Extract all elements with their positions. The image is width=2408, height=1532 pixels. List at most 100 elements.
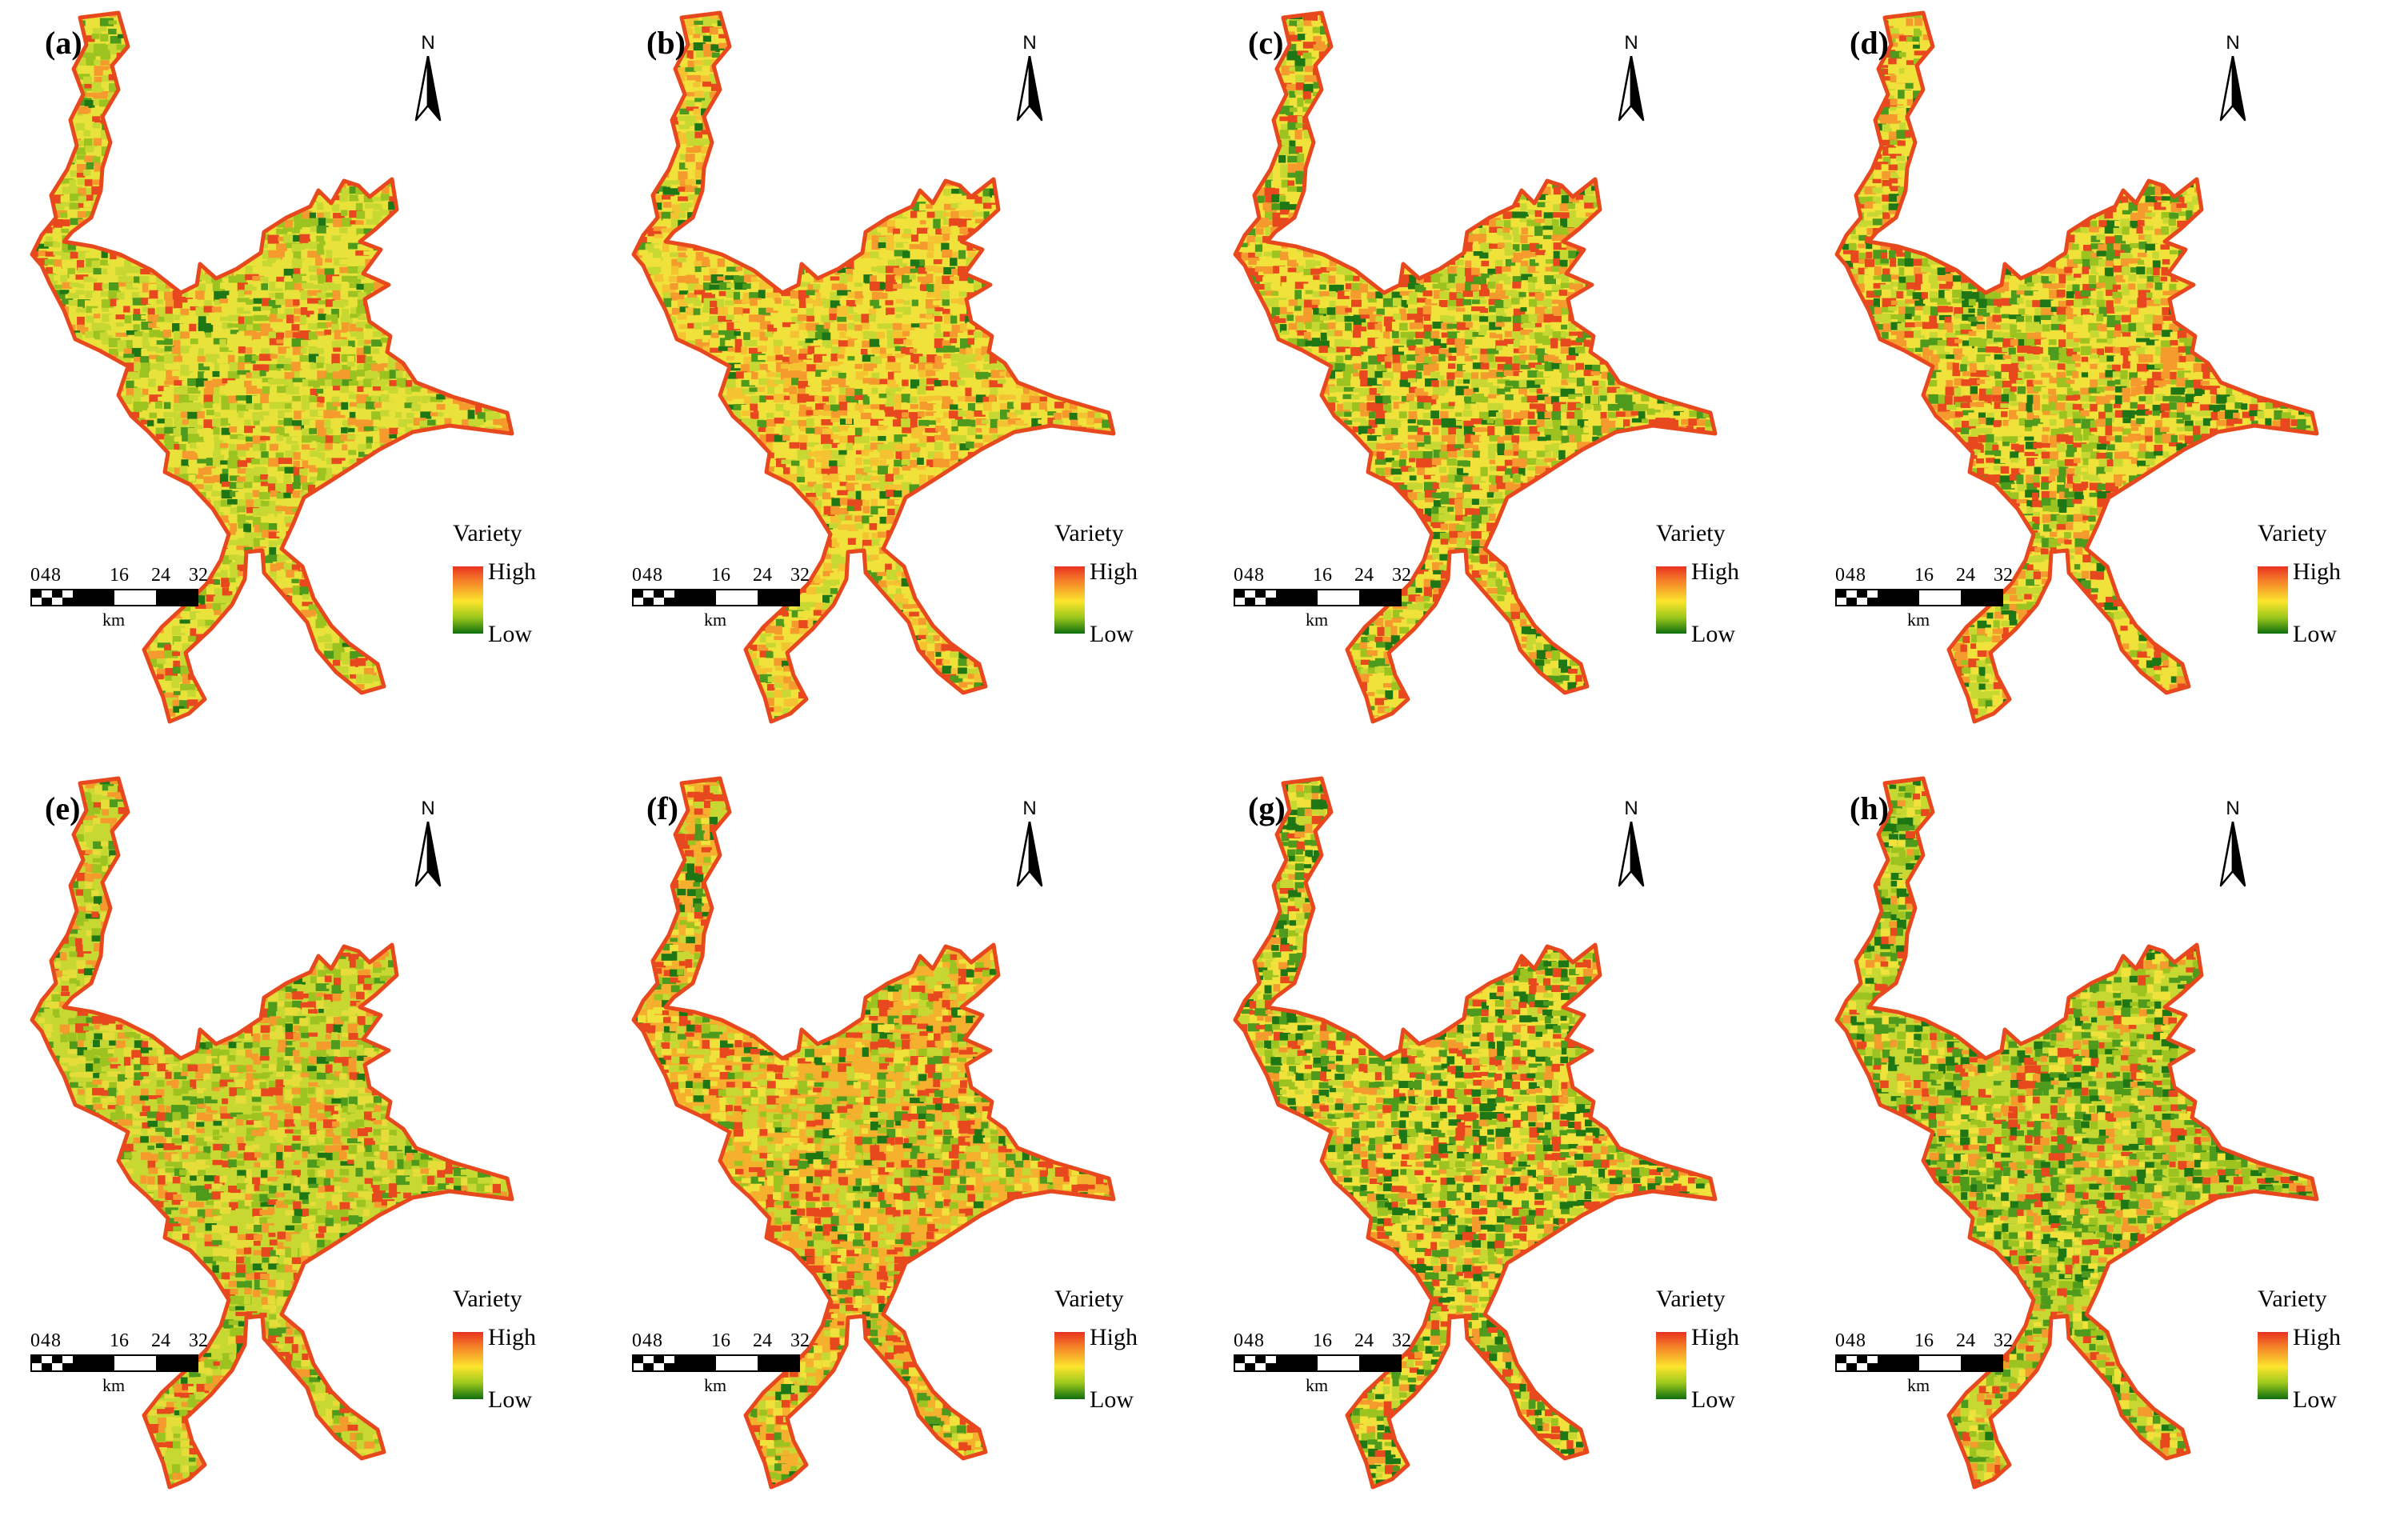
scale-bar: 0 4 8 16 24 32 km bbox=[30, 565, 208, 634]
scale-tick-label: 24 bbox=[1354, 1330, 1374, 1352]
legend-low-label: Low bbox=[1691, 1386, 1735, 1414]
scale-tick-label: 0 bbox=[1835, 1330, 1845, 1352]
legend-low-label: Low bbox=[2293, 1386, 2337, 1414]
legend-title: Variety bbox=[2258, 520, 2327, 547]
legend-low-label: Low bbox=[1090, 1386, 1134, 1414]
north-arrow-icon bbox=[1618, 56, 1645, 122]
scale-tick-label: 0 bbox=[632, 565, 642, 586]
north-arrow: N bbox=[2214, 34, 2251, 123]
scale-bar-graphic bbox=[1234, 1354, 1402, 1372]
scale-tick-label: 32 bbox=[1392, 565, 1411, 586]
scale-tick-label: 4 bbox=[1244, 1330, 1254, 1352]
legend-color-ramp bbox=[2258, 566, 2288, 634]
lake-outline bbox=[1233, 776, 1718, 1490]
north-arrow-icon bbox=[1016, 822, 1043, 887]
scale-unit: km bbox=[1907, 1375, 1930, 1396]
north-letter: N bbox=[1613, 799, 1650, 818]
scale-tick-label: 8 bbox=[1254, 1330, 1264, 1352]
scale-tick-label: 16 bbox=[711, 1330, 730, 1352]
lake-outline bbox=[631, 776, 1116, 1490]
scale-tick-label: 8 bbox=[51, 1330, 61, 1352]
north-letter: N bbox=[410, 34, 446, 53]
legend-high-label: High bbox=[2293, 1324, 2341, 1351]
north-arrow-icon bbox=[1618, 822, 1645, 887]
north-arrow: N bbox=[2214, 799, 2251, 889]
legend-title: Variety bbox=[453, 1286, 522, 1313]
scale-tick-label: 24 bbox=[1956, 1330, 1975, 1352]
scale-tick-label: 24 bbox=[151, 565, 170, 586]
scale-tick-label: 32 bbox=[1392, 1330, 1411, 1352]
scale-bar-graphic bbox=[632, 1354, 800, 1372]
variety-map bbox=[1834, 776, 2319, 1490]
legend-title: Variety bbox=[453, 520, 522, 547]
scale-tick-label: 16 bbox=[1313, 565, 1332, 586]
scale-bar: 0 4 8 16 24 32 km bbox=[30, 1330, 208, 1399]
north-letter: N bbox=[1613, 34, 1650, 53]
legend-color-ramp bbox=[1656, 566, 1686, 634]
scale-bar: 0 4 8 16 24 32 km bbox=[632, 565, 810, 634]
map-panel-e: (e) N 0 4 8 16 24 32 km Variety Hi bbox=[0, 766, 602, 1531]
scale-bar-graphic bbox=[30, 589, 198, 606]
legend-low-label: Low bbox=[2293, 621, 2337, 648]
scale-tick-label: 4 bbox=[41, 565, 50, 586]
legend-color-ramp bbox=[453, 1332, 483, 1399]
legend-low-label: Low bbox=[488, 621, 532, 648]
panel-label: (a) bbox=[45, 24, 82, 62]
scale-tick-label: 0 bbox=[1835, 565, 1845, 586]
panel-label: (g) bbox=[1248, 790, 1286, 827]
legend: Variety High Low bbox=[2226, 1286, 2378, 1446]
scale-unit: km bbox=[102, 610, 125, 630]
legend-low-label: Low bbox=[1090, 621, 1134, 648]
lake-outline bbox=[1834, 10, 2319, 724]
map-panel-a: (a) N 0 4 8 16 24 32 km Variety Hi bbox=[0, 0, 602, 766]
panel-label: (d) bbox=[1850, 24, 1889, 62]
scale-tick-label: 4 bbox=[1846, 565, 1855, 586]
scale-tick-label: 16 bbox=[110, 565, 129, 586]
north-arrow-icon bbox=[2219, 822, 2246, 887]
scale-bar: 0 4 8 16 24 32 km bbox=[1835, 1330, 2013, 1399]
legend-color-ramp bbox=[1656, 1332, 1686, 1399]
scale-tick-label: 32 bbox=[790, 1330, 810, 1352]
scale-tick-label: 24 bbox=[1956, 565, 1975, 586]
north-letter: N bbox=[410, 799, 446, 818]
scale-bar: 0 4 8 16 24 32 km bbox=[1234, 565, 1411, 634]
scale-tick-label: 0 bbox=[30, 565, 40, 586]
legend-high-label: High bbox=[1090, 558, 1138, 586]
legend-title: Variety bbox=[1656, 1286, 1726, 1313]
north-arrow: N bbox=[1011, 34, 1048, 123]
scale-tick-label: 24 bbox=[1354, 565, 1374, 586]
variety-map bbox=[1233, 776, 1718, 1490]
scale-bar-graphic bbox=[632, 589, 800, 606]
north-letter: N bbox=[2214, 34, 2251, 53]
legend: Variety High Low bbox=[1022, 520, 1174, 680]
legend-high-label: High bbox=[488, 1324, 536, 1351]
variety-map bbox=[1233, 10, 1718, 724]
scale-tick-label: 24 bbox=[151, 1330, 170, 1352]
scale-unit: km bbox=[1907, 610, 1930, 630]
lake-outline bbox=[1834, 776, 2319, 1490]
scale-bar: 0 4 8 16 24 32 km bbox=[1234, 1330, 1411, 1399]
legend-title: Variety bbox=[1054, 1286, 1124, 1313]
scale-tick-label: 8 bbox=[51, 565, 61, 586]
legend-high-label: High bbox=[1090, 1324, 1138, 1351]
scale-tick-label: 32 bbox=[1994, 565, 2013, 586]
scale-bar-graphic bbox=[30, 1354, 198, 1372]
legend-high-label: High bbox=[1691, 1324, 1739, 1351]
scale-tick-label: 32 bbox=[790, 565, 810, 586]
legend-high-label: High bbox=[488, 558, 536, 586]
scale-unit: km bbox=[1306, 610, 1328, 630]
scale-tick-label: 16 bbox=[711, 565, 730, 586]
variety-map bbox=[1834, 10, 2319, 724]
north-arrow-icon bbox=[414, 56, 442, 122]
map-panel-b: (b) N 0 4 8 16 24 32 km Variety Hi bbox=[602, 0, 1203, 766]
scale-tick-label: 0 bbox=[1234, 1330, 1243, 1352]
legend-color-ramp bbox=[453, 566, 483, 634]
scale-tick-label: 4 bbox=[642, 1330, 652, 1352]
scale-unit: km bbox=[704, 1375, 726, 1396]
north-arrow-icon bbox=[1016, 56, 1043, 122]
variety-map bbox=[631, 10, 1116, 724]
scale-unit: km bbox=[102, 1375, 125, 1396]
scale-tick-label: 4 bbox=[1244, 565, 1254, 586]
scale-unit: km bbox=[704, 610, 726, 630]
scale-bar-graphic bbox=[1835, 1354, 2003, 1372]
